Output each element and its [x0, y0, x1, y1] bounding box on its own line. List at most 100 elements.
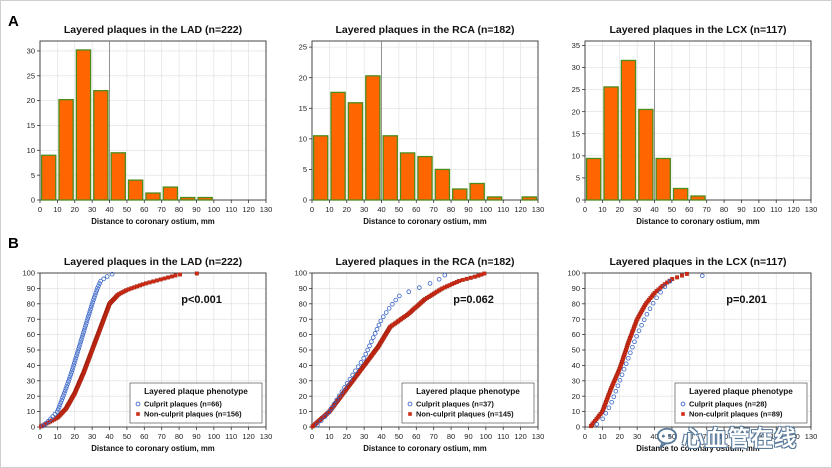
- culprit-point: [416, 285, 422, 290]
- nonculprit-point: [178, 272, 183, 277]
- series-culprit: [315, 272, 448, 428]
- culprit-point: [95, 285, 100, 291]
- x-tick-label: 120: [787, 205, 800, 214]
- culprit-point: [74, 353, 79, 359]
- legend-box: [401, 382, 535, 424]
- chart-title: Layered plaques in the LCX (n=117): [609, 24, 786, 36]
- culprit-point: [71, 362, 76, 368]
- y-tick-label: 40: [572, 361, 580, 370]
- culprit-point: [331, 401, 337, 407]
- x-tick-label: 90: [737, 432, 745, 441]
- culprit-point: [603, 410, 609, 416]
- y-tick-label: 40: [299, 361, 307, 370]
- x-tick-label: 40: [105, 205, 113, 214]
- x-tick-label: 50: [123, 205, 131, 214]
- bar-60-70: [690, 195, 706, 201]
- y-tick-label: 20: [572, 392, 580, 401]
- culprit-point: [90, 299, 96, 305]
- bar-0-10: [585, 157, 602, 201]
- x-tick-label: 20: [71, 205, 79, 214]
- x-tick-label: 20: [343, 432, 351, 441]
- culprit-point: [97, 281, 102, 286]
- culprit-point: [60, 395, 65, 401]
- culprit-point: [647, 306, 653, 312]
- culprit-point: [98, 278, 103, 284]
- culprit-point: [72, 360, 77, 366]
- x-tick-label: 80: [720, 205, 728, 214]
- culprit-point: [66, 379, 71, 384]
- culprit-point: [342, 385, 347, 390]
- y-tick-label: 0: [576, 196, 580, 205]
- watermark: 心血管在线: [656, 420, 830, 454]
- x-tick-label: 120: [242, 432, 255, 441]
- x-tick-label: 70: [158, 205, 166, 214]
- culprit-point: [630, 344, 635, 350]
- culprit-point: [334, 397, 339, 403]
- culprit-point: [347, 376, 353, 382]
- bar-0-10: [40, 154, 57, 201]
- culprit-point: [611, 394, 617, 400]
- culprit-point: [84, 320, 89, 326]
- culprit-point: [337, 393, 342, 399]
- x-tick-label: 0: [583, 432, 587, 441]
- y-tick-label: 50: [299, 346, 307, 355]
- x-tick-label: 90: [464, 432, 472, 441]
- nonculprit-point: [162, 276, 167, 281]
- legend: Layered plaque phenotype Culprit plaques …: [401, 382, 535, 424]
- bar-60-70: [145, 192, 161, 201]
- culprit-point: [322, 414, 328, 419]
- nonculprit-point: [468, 275, 473, 280]
- x-tick-label: 0: [583, 205, 587, 214]
- bar-20-30: [75, 49, 92, 201]
- x-tick-label: 30: [88, 432, 96, 441]
- culprit-point: [329, 405, 334, 411]
- culprit-point: [406, 289, 412, 295]
- legend-marker-culprit: [135, 401, 141, 407]
- culprit-point: [344, 380, 350, 386]
- nonculprit-point: [680, 273, 684, 278]
- culprit-point: [109, 271, 115, 277]
- nonculprit-point: [155, 278, 159, 283]
- x-tick-label: 60: [685, 432, 693, 441]
- culprit-point: [634, 333, 639, 339]
- y-tick-label: 10: [572, 151, 580, 160]
- culprit-point: [94, 288, 99, 293]
- x-tick-label: 0: [38, 432, 42, 441]
- x-tick-label: 20: [616, 205, 624, 214]
- y-tick-label: 10: [572, 407, 580, 416]
- bar-40-50: [655, 157, 671, 201]
- bar-30-40: [638, 108, 654, 201]
- bar-50-60: [399, 152, 416, 201]
- chart-B1: 0 10 20 30 40 50 60 70 80 90 100 0 10 20 30 40 50 60 70 80 9…: [22, 256, 272, 453]
- culprit-point: [358, 360, 364, 365]
- legend-title: Layered plaque phenotype: [689, 387, 793, 396]
- legend-marker-nonculprit: [136, 412, 140, 416]
- y-tick-label: 20: [299, 73, 307, 82]
- x-tick-label: 80: [447, 432, 455, 441]
- culprit-point: [64, 383, 70, 389]
- culprit-point: [68, 372, 74, 377]
- bar-80-90: [452, 188, 468, 201]
- x-tick-label: 50: [668, 205, 676, 214]
- culprit-point: [442, 272, 448, 278]
- y-tick-label: 0: [31, 196, 35, 205]
- culprit-point: [43, 421, 48, 426]
- nonculprit-point: [464, 276, 469, 281]
- culprit-point: [390, 301, 395, 307]
- y-tick-label: 10: [27, 407, 35, 416]
- x-tick-label: 90: [192, 432, 200, 441]
- y-tick-label: 80: [27, 299, 35, 308]
- culprit-point: [376, 322, 382, 328]
- chart-A3: 0 5 10 15 20 25 30 35 0 10 20 30 40 50 60 70 80 90 100 110 1…: [572, 24, 818, 226]
- culprit-point: [72, 358, 78, 363]
- bar-70-80: [434, 168, 451, 201]
- x-tick-label: 70: [703, 432, 711, 441]
- plot-frame: [584, 40, 812, 201]
- culprit-point: [62, 388, 68, 394]
- culprit-point: [91, 295, 97, 300]
- culprit-point: [365, 347, 370, 353]
- culprit-point: [427, 281, 433, 286]
- y-tick-label: 30: [572, 63, 580, 72]
- legend-entry-nonculprit: Non-culprit plaques (n=89): [689, 410, 783, 419]
- x-tick-label: 70: [430, 432, 438, 441]
